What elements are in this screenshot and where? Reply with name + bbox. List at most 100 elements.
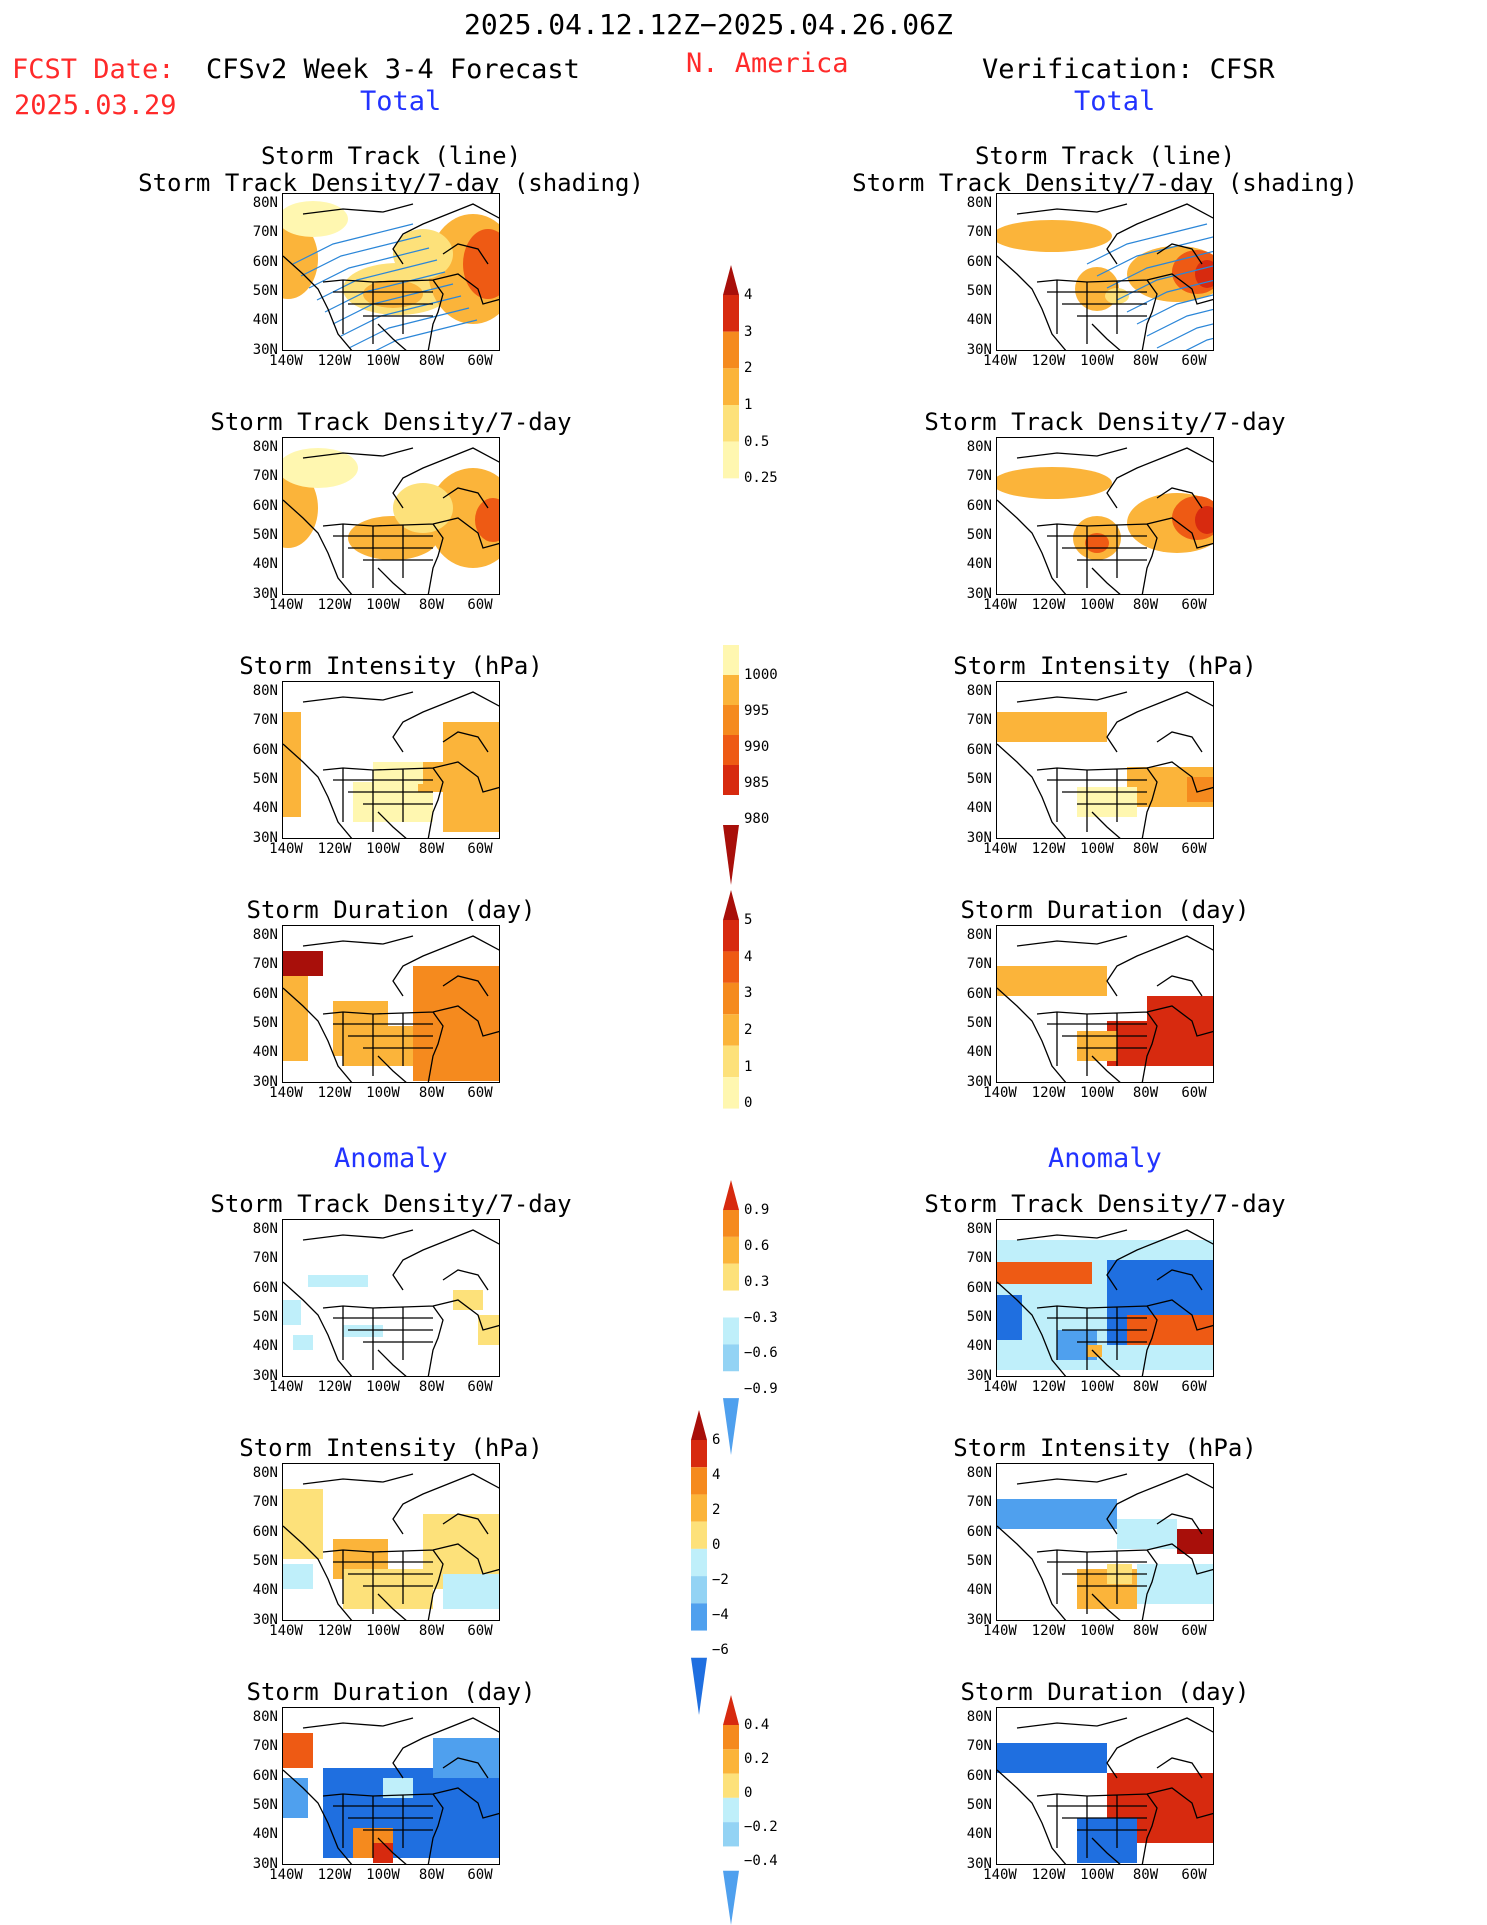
lat-tick-label: 30N <box>966 1855 992 1872</box>
storm-track-line <box>348 307 470 349</box>
lon-tick-label: 140W <box>269 1623 303 1639</box>
map-panel-fc-duration-anom <box>282 1707 500 1865</box>
coastline <box>283 691 499 838</box>
colorbar-swatch <box>723 765 739 795</box>
shading-cell <box>283 219 318 299</box>
shading-cell <box>997 1743 1107 1773</box>
lat-tick-label: 80N <box>966 195 992 211</box>
lat-tick-label: 30N <box>966 1611 992 1628</box>
shading-cell <box>283 448 358 488</box>
shading-cell <box>1137 1564 1213 1604</box>
lat-tick-label: 30N <box>252 1611 278 1628</box>
panel-title: Storm Track (line) Storm Track Density/7… <box>138 142 644 197</box>
lat-tick-label: 80N <box>252 1221 278 1237</box>
lat-tick-label: 50N <box>966 770 992 787</box>
colorbar-swatch <box>723 265 739 295</box>
lon-tick-label: 140W <box>269 1867 303 1883</box>
colorbar-tick-label: −0.3 <box>744 1309 778 1326</box>
shading-cell <box>283 1564 313 1589</box>
lat-tick-label: 60N <box>252 497 278 514</box>
lat-tick-label: 80N <box>252 683 278 699</box>
lat-tick-label: 60N <box>252 1279 278 1296</box>
total-label-left: Total <box>360 86 442 117</box>
storm-track-line <box>292 223 414 265</box>
lon-tick-label: 60W <box>1181 1623 1207 1639</box>
lat-tick-label: 70N <box>252 712 278 729</box>
shading-cell <box>283 1733 313 1768</box>
colorbar-tick-label: −0.2 <box>744 1819 778 1835</box>
total-label-right: Total <box>1074 86 1156 117</box>
colorbar-tick-label: −0.4 <box>744 1853 778 1869</box>
colorbar-tick-label: 0.3 <box>744 1273 770 1290</box>
lon-tick-label: 140W <box>983 1623 1017 1639</box>
colorbar-tick-label: 4 <box>712 1467 721 1483</box>
lon-tick-label: 80W <box>1132 597 1159 613</box>
lon-tick-label: 80W <box>418 1379 445 1395</box>
panel-title: Storm Track Density/7-day <box>210 1190 572 1218</box>
map-svg <box>283 1473 499 1620</box>
colorbar-tick-label: −2 <box>712 1572 729 1588</box>
lat-tick-label: 40N <box>966 312 992 329</box>
coastline <box>283 935 499 1082</box>
lon-tick-label: 60W <box>1181 841 1207 857</box>
lat-tick-label: 40N <box>966 800 992 817</box>
lat-tick-label: 30N <box>966 1073 992 1090</box>
panel-title: Storm Track Density/7-day <box>210 408 572 436</box>
lon-tick-label: 100W <box>1080 1867 1114 1883</box>
storm-track-line <box>1096 236 1213 277</box>
map-svg <box>283 1229 499 1376</box>
lat-tick-label: 50N <box>252 1308 278 1325</box>
lon-tick-label: 120W <box>1031 841 1066 857</box>
colorbar-cb-duration <box>723 890 739 1109</box>
lat-tick-label: 40N <box>966 1044 992 1061</box>
colorbar-swatch <box>723 645 739 675</box>
colorbar-cb-intensity <box>723 645 739 885</box>
lat-tick-label: 80N <box>252 1709 278 1725</box>
colorbar-swatch <box>723 705 739 735</box>
map-panel-vf-duration <box>996 925 1214 1083</box>
colorbar-swatch <box>723 1822 739 1847</box>
colorbar-swatch <box>723 1749 739 1774</box>
colorbar-tick-label: −0.9 <box>744 1381 778 1398</box>
colorbar-swatch <box>723 1797 739 1823</box>
lat-tick-label: 80N <box>252 1465 278 1481</box>
colorbar-cb-density <box>723 265 739 479</box>
storm-track-line <box>1106 250 1213 289</box>
colorbar-tick-label: 985 <box>744 775 770 791</box>
lon-tick-label: 120W <box>1031 1623 1066 1639</box>
coastline <box>997 447 1213 594</box>
storm-track-line <box>375 319 478 350</box>
map-panel-vf-density-anom <box>996 1219 1214 1377</box>
colorbar-tick-label: 4 <box>744 287 753 303</box>
storm-track-line <box>1156 323 1213 349</box>
map-panel-fc-intensity <box>282 681 500 839</box>
colorbar-swatch <box>691 1576 707 1604</box>
lon-tick-label: 100W <box>366 1867 400 1883</box>
colorbar-tick-label: 0 <box>712 1537 721 1553</box>
storm-track-line <box>324 271 446 313</box>
panel-title: Storm Intensity (hPa) <box>239 1434 543 1462</box>
lon-tick-label: 120W <box>1031 597 1066 613</box>
lat-tick-label: 60N <box>252 1767 278 1784</box>
colorbar-tick-label: 995 <box>744 703 770 719</box>
colorbar-swatch <box>723 368 739 405</box>
map-panel-fc-duration <box>282 925 500 1083</box>
lat-tick-label: 60N <box>252 253 278 270</box>
lat-tick-label: 50N <box>252 282 278 299</box>
lat-tick-label: 30N <box>252 1855 278 1872</box>
lat-tick-label: 30N <box>966 1367 992 1384</box>
colorbar-tick-label: 6 <box>712 1432 721 1448</box>
map-panel-vf-track <box>996 193 1214 351</box>
map-svg <box>283 691 499 838</box>
lat-tick-label: 50N <box>966 526 992 543</box>
lat-tick-label: 30N <box>966 829 992 846</box>
panel-title: Storm Duration (day) <box>960 1678 1250 1706</box>
lat-tick-label: 40N <box>966 556 992 573</box>
lat-tick-label: 60N <box>252 741 278 758</box>
lat-tick-label: 80N <box>966 439 992 455</box>
map-svg <box>997 1473 1213 1620</box>
colorbar-swatch <box>723 1014 739 1046</box>
colorbar-swatch <box>723 1870 739 1925</box>
lon-tick-label: 60W <box>467 1085 493 1101</box>
lat-tick-label: 30N <box>966 585 992 602</box>
